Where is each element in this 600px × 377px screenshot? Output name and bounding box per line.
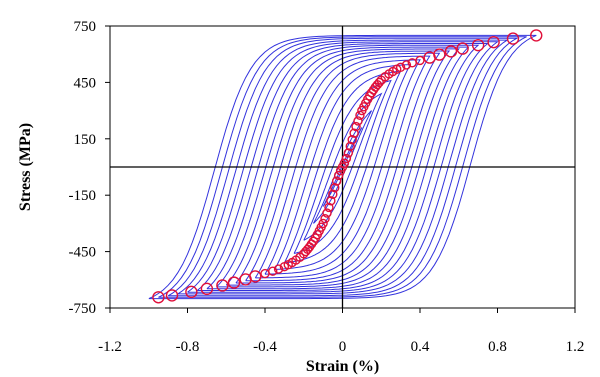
y-tick-label: -150 [69,188,97,204]
data-point [456,42,469,55]
hysteresis-loop [158,36,527,298]
data-point [260,268,270,279]
data-point [239,273,252,286]
x-tick-label: 0 [339,339,347,355]
data-point [351,121,361,132]
data-point [185,285,198,299]
data-point [152,291,165,304]
data-point [374,77,385,88]
hysteresis-loops [148,34,537,300]
y-tick-label: -450 [69,245,97,261]
data-point [339,158,350,168]
x-axis-ticks: -1.2 -0.8 -0.4 0 0.4 0.8 1.2 [98,308,584,355]
hysteresis-loop [264,59,421,275]
data-point [395,62,406,73]
hysteresis-loop [322,127,363,207]
data-point [279,261,290,272]
data-point [341,153,352,164]
data-point [335,166,346,176]
y-tick-label: 150 [74,132,97,148]
data-point [343,148,354,158]
data-point [349,128,359,138]
y-tick-label: -750 [69,301,97,317]
data-point [433,48,446,61]
data-point [200,282,214,296]
x-tick-label: -1.2 [98,339,122,355]
y-axis-ticks: 750 450 150 -150 -450 -750 [69,19,110,317]
y-axis-title: Stress (MPa) [17,123,34,211]
data-point [165,289,179,302]
x-tick-label: -0.8 [176,339,200,355]
hysteresis-loop [167,37,519,297]
data-point [331,176,342,186]
data-markers [152,29,543,304]
hysteresis-loop [225,48,460,286]
x-tick-label: 1.2 [566,339,585,355]
data-point [326,196,336,206]
x-tick-label: 0.4 [411,339,430,355]
data-point [347,135,357,145]
data-point [328,189,338,199]
data-point [300,246,311,257]
data-point [415,55,425,66]
hysteresis-loop [293,79,392,254]
data-point [401,60,412,70]
data-point [333,170,344,181]
data-point [530,29,543,42]
data-point [227,276,241,289]
data-point [273,264,284,274]
y-tick-label: 450 [74,75,97,91]
data-point [322,208,332,218]
data-point [320,213,330,224]
data-point [353,116,363,126]
data-point [330,182,340,193]
data-point [506,32,520,45]
data-point [355,110,365,121]
x-tick-label: -0.4 [253,339,277,355]
hysteresis-loop [245,52,441,282]
hysteresis-loop [187,41,500,293]
data-point [324,202,334,213]
data-point [216,279,229,292]
hysteresis-loop [254,55,431,279]
y-tick-label: 750 [74,19,97,35]
data-point [345,141,355,152]
data-point [444,45,458,58]
data-point [471,38,485,52]
data-point [487,35,500,49]
hysteresis-loop [206,44,480,290]
x-axis-title: Strain (%) [306,358,379,375]
hysteresis-loop [148,34,537,300]
hysteresis-loop [235,50,451,284]
x-tick-label: 0.8 [488,339,507,355]
